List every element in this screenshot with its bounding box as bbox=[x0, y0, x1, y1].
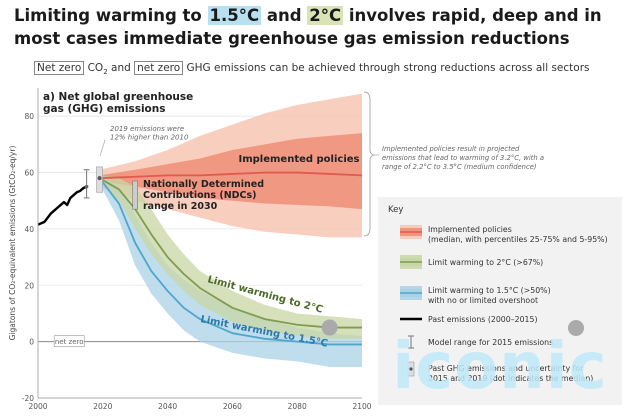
annotation-2019-pointer bbox=[99, 139, 106, 157]
net-zero-label: net zero bbox=[55, 338, 84, 346]
x-tick-label: 2060 bbox=[223, 402, 242, 411]
legend-entry-label: Limit warming to 2°C (>67%) bbox=[428, 258, 543, 267]
net-zero-box-2: net zero bbox=[134, 61, 184, 75]
ndc-range-2030 bbox=[132, 180, 138, 210]
watermark: iconic bbox=[392, 320, 607, 404]
range-bracket bbox=[363, 91, 375, 237]
legend-entry-label: Model range for 2015 emissions bbox=[428, 338, 553, 347]
implemented-note-line: emissions that lead to warming of 3.2°C,… bbox=[382, 154, 544, 162]
x-tick-label: 2020 bbox=[93, 402, 112, 411]
model-range-2015-median bbox=[84, 184, 89, 189]
x-tick-label: 2080 bbox=[288, 402, 307, 411]
x-tick-label: 2100 bbox=[352, 402, 371, 411]
implemented-median-line bbox=[99, 171, 363, 180]
annotation-2019-line: 12% higher than 2010 bbox=[110, 134, 189, 142]
legend-swatch-ghg-dot bbox=[409, 367, 413, 371]
legend-entry-label: Implemented policies bbox=[428, 225, 512, 234]
ndc-label-line: Nationally Determined bbox=[143, 179, 264, 190]
net-zero-box-1: Net zero bbox=[34, 61, 85, 75]
legend-entry-sublabel: (median, with percentiles 25-75% and 5-9… bbox=[428, 235, 608, 244]
y-tick-label: 40 bbox=[24, 225, 34, 234]
watermark-dot bbox=[568, 320, 584, 336]
annotation-2019: 2019 emissions were 12% higher than 2010 bbox=[110, 125, 189, 142]
legend: Key Implemented policies(median, with per… bbox=[378, 197, 622, 405]
y-tick-label: 60 bbox=[24, 169, 34, 178]
legend-entry-label: Past emissions (2000–2015) bbox=[428, 315, 538, 324]
panel-title-line: a) Net global greenhouse bbox=[43, 91, 193, 103]
implemented-policies-label: Implemented policies bbox=[238, 154, 359, 165]
past-emissions-line bbox=[37, 185, 88, 226]
legend-entry-label: Past GHG emissions and uncertainty for bbox=[428, 364, 584, 373]
x-tick-label: 2000 bbox=[28, 402, 47, 411]
panel-title: a) Net global greenhouse gas (GHG) emissi… bbox=[43, 91, 193, 115]
chart-markers bbox=[83, 166, 338, 336]
y-tick-label: 80 bbox=[24, 112, 34, 121]
legend-entry-label: Limit warming to 1.5°C (>50%) bbox=[428, 286, 551, 295]
legend-title: Key bbox=[388, 205, 403, 215]
ndc-label-line: range in 2030 bbox=[143, 201, 218, 212]
annotation-2019-line: 2019 emissions were bbox=[110, 125, 184, 133]
implemented-note-line: Implemented policies result in projected bbox=[382, 145, 520, 153]
title-highlight-2: 2°C bbox=[307, 6, 344, 25]
implemented-band-25-75 bbox=[99, 133, 362, 210]
page-title: Limiting warming to 1.5°C and 2°C involv… bbox=[14, 6, 602, 48]
implemented-note: Implemented policies result in projected… bbox=[382, 145, 544, 171]
legend-entry-sublabel: 2015 and 2019 (dot indicates the median) bbox=[428, 374, 593, 383]
one-five-median-line bbox=[98, 177, 362, 346]
ndc-label-line: Contributions (NDCs) bbox=[143, 190, 257, 201]
ghg-2019-median bbox=[97, 176, 102, 181]
ndc-label: Nationally Determined Contributions (NDCs… bbox=[143, 179, 264, 212]
y-axis-label: Gigatons of CO₂-equivalent emissions (Gt… bbox=[8, 146, 17, 341]
x-tick-label: 2040 bbox=[158, 402, 177, 411]
y-tick-label: 20 bbox=[24, 281, 34, 290]
y-tick-label: 0 bbox=[29, 338, 34, 347]
watermark-text: iconic bbox=[392, 330, 607, 404]
title-highlight-1-5: 1.5°C bbox=[207, 6, 262, 25]
ghg-2019-marker-dot bbox=[321, 319, 338, 336]
subtitle: Net zero CO2 and net zero GHG emissions … bbox=[34, 60, 634, 80]
implemented-note-line: range of 2.2°C to 3.5°C (medium confiden… bbox=[382, 163, 537, 171]
net-zero-label-box bbox=[53, 335, 85, 347]
y-tick-label: -20 bbox=[22, 394, 34, 403]
legend-entry-sublabel: with no or limited overshoot bbox=[428, 296, 538, 305]
panel-title-line: gas (GHG) emissions bbox=[43, 103, 165, 115]
